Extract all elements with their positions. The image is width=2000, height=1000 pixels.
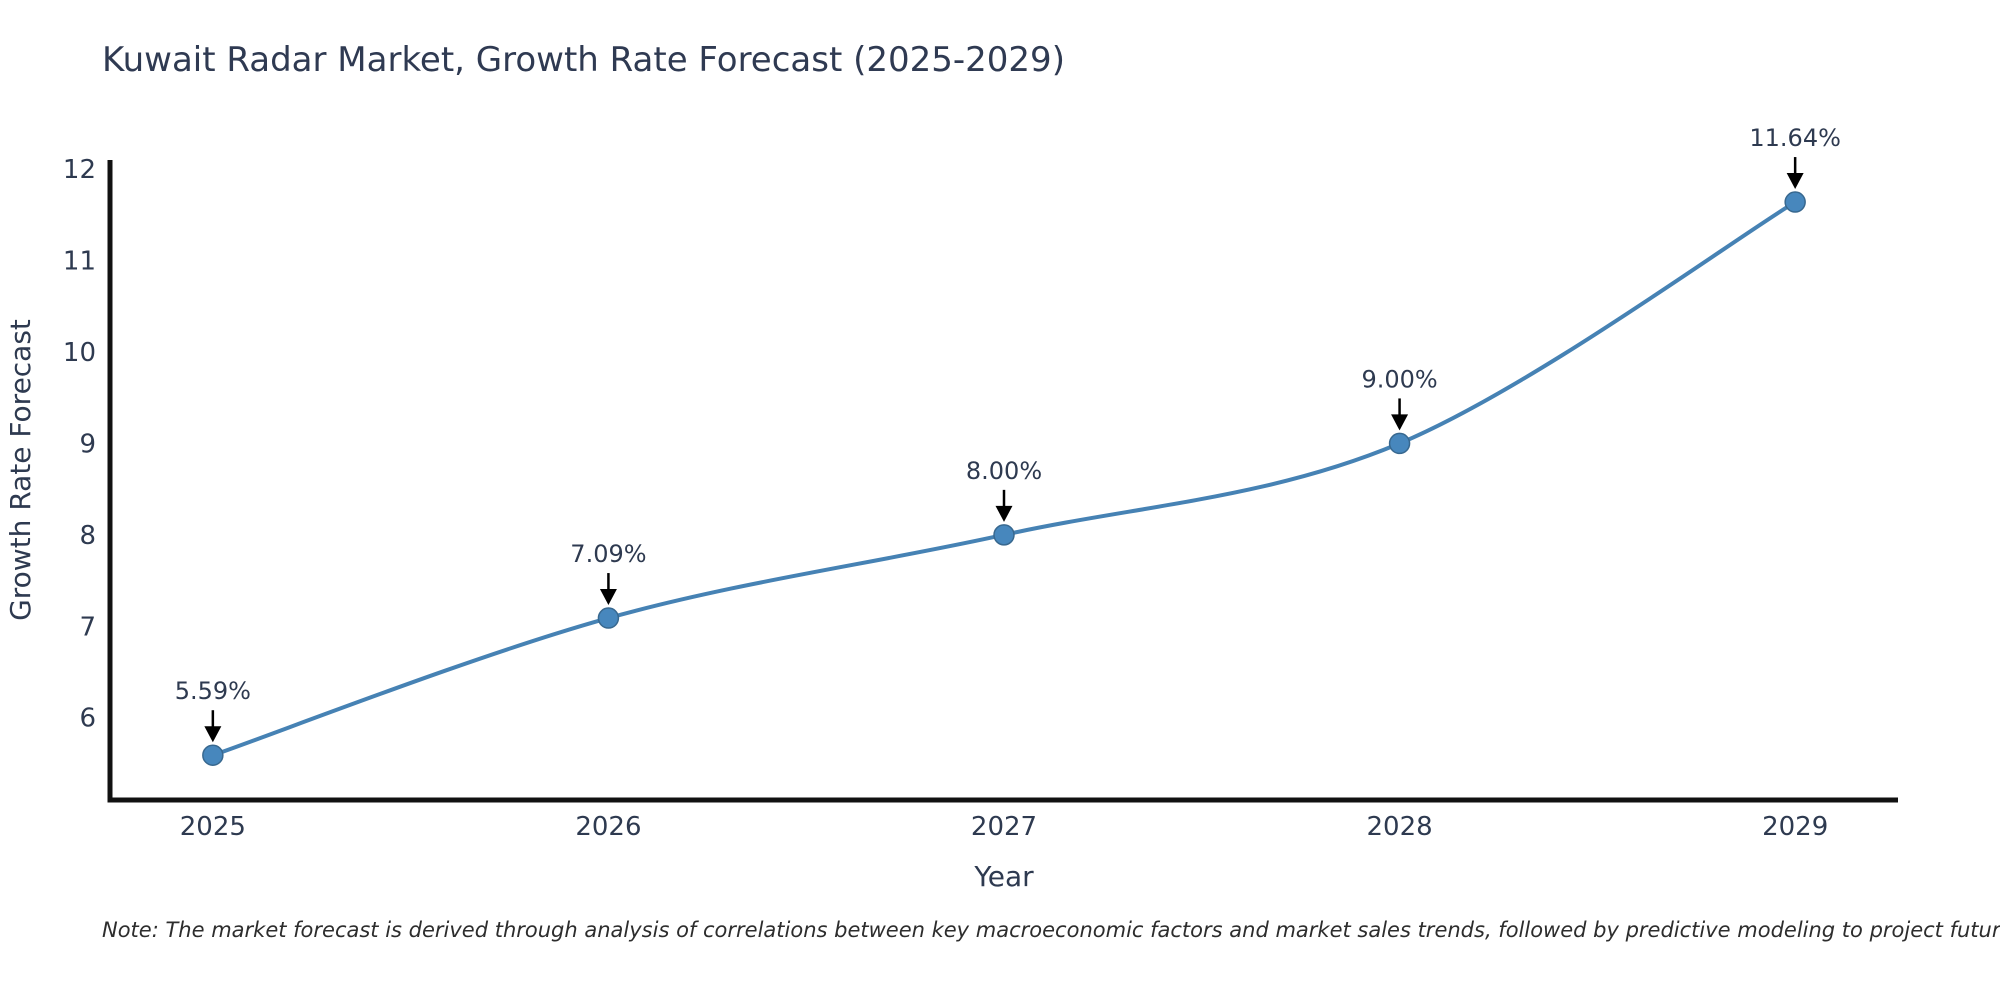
data-point-marker — [993, 524, 1015, 546]
footnote: Note: The market forecast is derived thr… — [102, 918, 2000, 942]
annotation-arrow-head — [1786, 173, 1804, 190]
y-tick-label: 8 — [79, 521, 96, 551]
y-tick-label: 6 — [79, 704, 96, 734]
y-tick-label: 10 — [63, 338, 96, 368]
x-tick-label: 2025 — [180, 812, 246, 842]
data-point-marker — [1784, 191, 1806, 213]
plot-series-group: 6 7 8 9 10 11 12 2025 2026 2027 2028 2029 5.59% 7.09%… — [63, 124, 1898, 842]
x-tick-label: 2028 — [1366, 812, 1432, 842]
point-annotation: 7.09% — [570, 540, 646, 568]
annotation-arrow-head — [1391, 414, 1409, 431]
chart-title: Kuwait Radar Market, Growth Rate Forecas… — [102, 40, 1065, 80]
point-annotation: 11.64% — [1749, 124, 1841, 152]
x-axis-title: Year — [973, 860, 1034, 893]
x-tick-label: 2027 — [971, 812, 1037, 842]
y-tick-label: 12 — [63, 155, 96, 185]
y-axis-title: Growth Rate Forecast — [4, 319, 37, 621]
annotation-arrow-head — [204, 726, 222, 743]
data-point-marker — [202, 744, 224, 766]
y-tick-label: 7 — [79, 612, 96, 642]
y-tick-label: 9 — [79, 429, 96, 459]
point-annotation: 5.59% — [175, 677, 251, 705]
x-tick-label: 2029 — [1762, 812, 1828, 842]
y-tick-label: 11 — [63, 247, 96, 277]
x-tick-label: 2026 — [575, 812, 641, 842]
annotation-arrow-head — [995, 505, 1013, 522]
data-point-marker — [597, 607, 620, 629]
point-annotation: 9.00% — [1361, 365, 1437, 393]
data-point-marker — [1388, 432, 1411, 455]
point-annotation: 8.00% — [966, 457, 1042, 485]
annotation-arrow-head — [599, 589, 617, 606]
